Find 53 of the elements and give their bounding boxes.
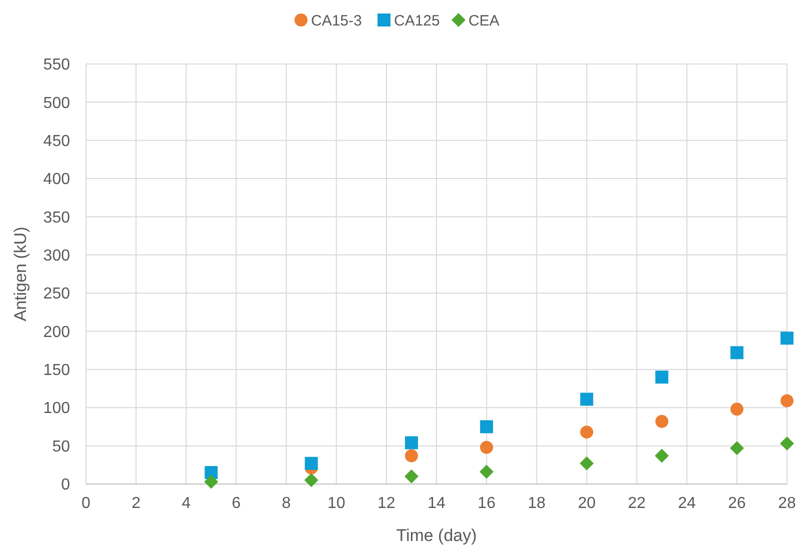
y-tick-label: 500 <box>43 94 70 112</box>
x-tick-label: 22 <box>628 495 646 512</box>
x-tick-label: 4 <box>182 495 191 512</box>
legend-label: CA125 <box>394 12 440 30</box>
point <box>204 474 218 489</box>
point <box>580 456 594 470</box>
y-tick-label: 450 <box>43 132 70 150</box>
x-tick-label: 6 <box>232 495 241 512</box>
x-tick-label: 0 <box>82 495 91 512</box>
y-tick-label: 550 <box>43 56 70 74</box>
point <box>730 346 744 360</box>
point <box>304 456 318 470</box>
point <box>780 394 794 408</box>
point <box>480 464 494 479</box>
x-tick-label: 26 <box>728 495 746 512</box>
y-axis-title: Antigen (kU) <box>11 226 30 322</box>
legend-label: CA15-3 <box>311 12 362 30</box>
point <box>655 414 668 428</box>
x-axis-title: Time (day) <box>396 526 477 545</box>
y-tick-label: 200 <box>43 324 70 341</box>
point <box>580 426 594 439</box>
y-tick-label: 350 <box>43 209 70 226</box>
y-tick-label: 100 <box>43 400 70 418</box>
x-tick-label: 28 <box>778 495 796 512</box>
y-tick-label: 250 <box>43 286 70 303</box>
x-tick-label: 24 <box>678 495 696 512</box>
point <box>780 332 794 345</box>
point <box>655 370 668 384</box>
y-tick-label: 0 <box>61 476 70 494</box>
point <box>404 436 418 450</box>
x-tick-label: 12 <box>378 495 396 512</box>
x-tick-label: 2 <box>132 495 141 512</box>
point <box>304 473 318 488</box>
x-tick-label: 16 <box>478 495 496 512</box>
y-tick-label: 50 <box>52 438 70 456</box>
point <box>404 449 418 462</box>
point <box>480 420 494 434</box>
point <box>780 436 794 451</box>
y-tick-label: 400 <box>43 171 70 188</box>
point <box>404 469 418 484</box>
point <box>480 440 494 454</box>
x-tick-label: 20 <box>578 495 596 512</box>
point <box>654 448 669 463</box>
point <box>730 402 744 416</box>
x-tick-label: 10 <box>327 495 346 512</box>
x-tick-label: 18 <box>528 495 546 512</box>
legend-label: CEA <box>468 12 500 30</box>
x-tick-label: 8 <box>282 495 291 512</box>
y-tick-label: 300 <box>43 248 70 265</box>
point <box>730 441 744 456</box>
point <box>580 392 594 406</box>
x-tick-label: 14 <box>428 495 446 512</box>
y-tick-label: 150 <box>43 362 70 380</box>
